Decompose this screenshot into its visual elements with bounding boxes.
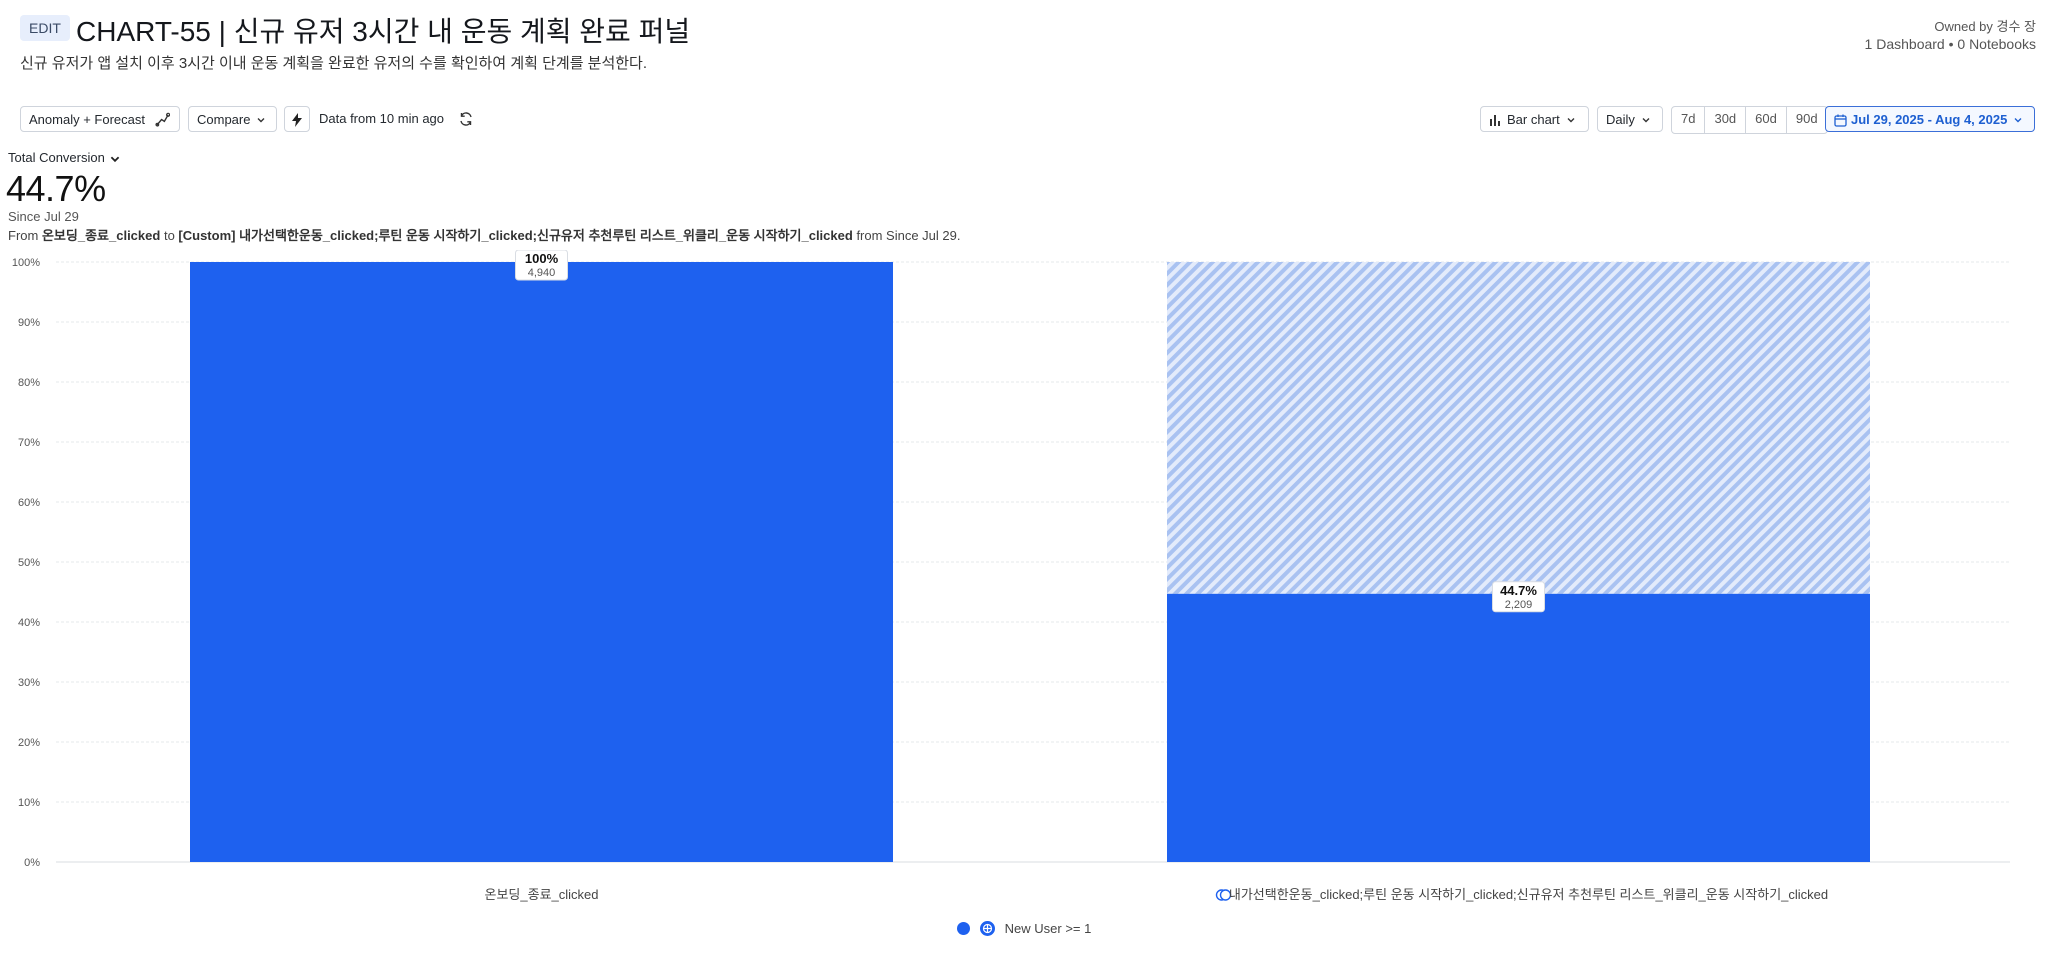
range-presets: 7d 30d 60d 90d xyxy=(1671,106,1828,134)
chevron-down-icon xyxy=(1641,112,1651,127)
range-60d[interactable]: 60d xyxy=(1746,107,1787,133)
value-label-box xyxy=(515,249,568,281)
chart-description: 신규 유저가 앱 설치 이후 3시간 이내 운동 계획을 완료한 유저의 수를 … xyxy=(20,55,648,72)
bar-value-label: 100% xyxy=(525,251,559,266)
legend-series-dot[interactable] xyxy=(956,921,970,935)
y-tick-label: 30% xyxy=(18,677,40,689)
bar-value-label: 44.7% xyxy=(1500,583,1537,598)
range-30d[interactable]: 30d xyxy=(1705,107,1747,133)
owner-label[interactable]: Owned by 경수 장 xyxy=(1934,19,2036,34)
chart-type-label: Bar chart xyxy=(1507,111,1560,127)
chart-header: EDIT CHART-55 | 신규 유저 3시간 내 운동 계획 완료 퍼널 … xyxy=(20,10,2036,72)
conversion-bar[interactable] xyxy=(190,262,893,862)
y-tick-label: 80% xyxy=(18,377,40,389)
from-event: 온보딩_종료_clicked xyxy=(41,228,161,243)
x-category-label[interactable]: 온보딩_종료_clicked xyxy=(485,887,599,902)
funnel-description: From 온보딩_종료_clicked to [Custom] 내가선택한운동_… xyxy=(8,225,960,244)
funnel-chart-svg: 0%10%20%30%40%50%60%70%80%90%100% 100%4,… xyxy=(12,249,2010,902)
value-label-box xyxy=(1492,581,1545,613)
lightning-icon xyxy=(291,111,303,127)
refresh-icon[interactable] xyxy=(458,110,474,128)
from-prefix: From xyxy=(8,228,39,243)
y-tick-label: 0% xyxy=(24,857,40,869)
chart-legend: New User >= 1 xyxy=(0,918,2048,938)
compare-label: Compare xyxy=(197,111,251,127)
chevron-down-icon xyxy=(256,112,266,127)
y-tick-label: 70% xyxy=(18,437,40,449)
range-90d[interactable]: 90d xyxy=(1795,111,1818,126)
chart-title[interactable]: CHART-55 | 신규 유저 3시간 내 운동 계획 완료 퍼널 xyxy=(76,16,691,47)
bar-count-label: 2,209 xyxy=(1505,599,1533,611)
y-tick-label: 90% xyxy=(18,317,40,329)
chevron-down-icon xyxy=(109,150,121,165)
interval-label: Daily xyxy=(1606,111,1635,127)
anomaly-forecast-button[interactable]: Anomaly + Forecast xyxy=(20,106,180,132)
y-tick-label: 20% xyxy=(18,737,40,749)
custom-event-icon xyxy=(1215,889,1232,901)
custom-event-icon-ring xyxy=(1219,889,1232,901)
toolbar: Anomaly + Forecast Compare Data from 10 … xyxy=(20,106,2035,134)
bar-chart-icon xyxy=(1489,112,1501,127)
y-tick-label: 50% xyxy=(18,557,40,569)
chart-type-select[interactable]: Bar chart xyxy=(1480,106,1589,132)
y-tick-label: 40% xyxy=(18,617,40,629)
conversion-bar[interactable] xyxy=(1167,593,1870,862)
chevron-down-icon xyxy=(2013,112,2023,127)
date-range-label: Jul 29, 2025 - Aug 4, 2025 xyxy=(1851,111,2008,127)
calendar-icon xyxy=(1834,111,1847,127)
conversion-value: 44.7% xyxy=(6,168,106,209)
bar-count-label: 4,940 xyxy=(528,267,556,279)
from-suffix: from Since Jul 29. xyxy=(856,228,961,243)
legend-series-label: New User >= 1 xyxy=(1004,920,1092,936)
funnel-chart: 0% 10% 20% 30% 40% 50% 60% 70% 80% 90% 100% 100% 4,… xyxy=(0,249,2048,930)
edit-badge[interactable]: EDIT xyxy=(20,15,70,41)
y-tick-label: 100% xyxy=(12,257,40,269)
interval-select[interactable]: Daily xyxy=(1597,106,1663,132)
forecast-icon xyxy=(155,111,170,127)
segment-icon xyxy=(979,920,995,936)
anomaly-forecast-label: Anomaly + Forecast xyxy=(29,111,145,127)
dropoff-bar[interactable] xyxy=(1167,262,1870,594)
y-tick-label: 60% xyxy=(18,497,40,509)
range-7d[interactable]: 7d xyxy=(1672,107,1706,133)
since-label: Since Jul 29 xyxy=(8,209,79,224)
metric-selector-label: Total Conversion xyxy=(8,150,105,165)
lightning-button[interactable] xyxy=(284,106,310,132)
metric-selector[interactable]: Total Conversion xyxy=(8,150,121,165)
compare-button[interactable]: Compare xyxy=(188,106,277,132)
data-freshness-label: Data from 10 min ago xyxy=(319,111,445,126)
chevron-down-icon xyxy=(1566,112,1576,127)
usage-stats[interactable]: 1 Dashboard • 0 Notebooks xyxy=(1864,36,2036,52)
x-category-label[interactable]: 내가선택한운동_clicked;루틴 운동 시작하기_clicked;신규유저 … xyxy=(1229,887,1828,902)
date-range-picker[interactable]: Jul 29, 2025 - Aug 4, 2025 xyxy=(1825,106,2035,132)
y-tick-label: 10% xyxy=(18,797,40,809)
to-event: [Custom] 내가선택한운동_clicked;루틴 운동 시작하기_clic… xyxy=(178,228,853,243)
to-word: to xyxy=(163,228,175,243)
